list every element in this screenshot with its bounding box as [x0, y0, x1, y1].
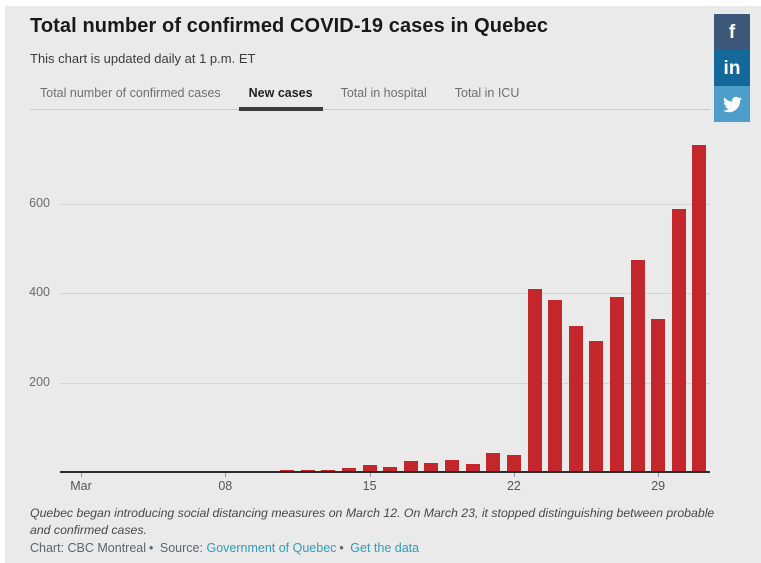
credit-line: Chart: CBC Montreal • Source: Government …	[30, 541, 419, 555]
bar-mar-17[interactable]	[403, 461, 418, 472]
bar-mar-31[interactable]	[692, 145, 707, 472]
x-axis-tick-29	[658, 473, 660, 477]
chart-footnote: Quebec began introducing social distanci…	[30, 506, 715, 538]
x-axis-tick-15	[369, 473, 371, 477]
bar-mar-28[interactable]	[630, 260, 645, 472]
bar-mar-27[interactable]	[609, 297, 624, 472]
bar-mar-30[interactable]	[671, 209, 686, 472]
source-link[interactable]: Government of Quebec	[206, 541, 337, 555]
linkedin-icon: in	[723, 57, 741, 79]
bar-mar-14[interactable]	[342, 468, 356, 472]
tab-total-in-icu[interactable]: Total in ICU	[454, 86, 520, 100]
x-axis-tick-22	[513, 473, 515, 477]
x-axis-label-29: 29	[651, 479, 666, 493]
bar-mar-21[interactable]	[486, 453, 501, 472]
x-axis-tick-mar	[81, 473, 82, 477]
x-axis-label-mar: Mar	[70, 479, 92, 493]
chart-credit: Chart: CBC Montreal	[30, 541, 147, 555]
credit-separator: •	[339, 541, 344, 555]
source-label: Source:	[159, 541, 203, 555]
bar-mar-29[interactable]	[651, 319, 666, 472]
bar-mar-15[interactable]	[362, 465, 377, 472]
y-axis-label-400: 400	[29, 285, 50, 299]
twitter-share-button[interactable]	[714, 86, 750, 122]
tab-total-in-hospital[interactable]: Total in hospital	[340, 86, 427, 100]
share-toolbar: f in	[714, 14, 750, 122]
tab-bar: Total number of confirmed cases New cases…	[30, 82, 710, 111]
y-axis-label-200: 200	[29, 375, 50, 389]
bar-mar-26[interactable]	[589, 341, 604, 472]
x-axis-line	[60, 471, 710, 473]
bar-mar-25[interactable]	[568, 326, 583, 472]
x-axis-label-22: 22	[506, 479, 521, 493]
gridline-400	[60, 293, 710, 294]
credit-separator: •	[149, 541, 154, 555]
chart-card: Total number of confirmed COVID-19 cases…	[5, 6, 761, 563]
twitter-bird-icon	[722, 96, 742, 112]
bar-mar-19[interactable]	[445, 460, 459, 472]
gridline-600	[60, 204, 710, 205]
bar-mar-22[interactable]	[506, 455, 521, 472]
linkedin-share-button[interactable]: in	[714, 50, 750, 86]
gridline-200	[60, 383, 710, 384]
x-axis-label-15: 15	[362, 479, 377, 493]
tab-total-number-of-confirmed-cases[interactable]: Total number of confirmed cases	[40, 86, 221, 100]
facebook-share-button[interactable]: f	[714, 14, 750, 50]
bar-mar-16[interactable]	[383, 467, 398, 472]
chart-subtitle: This chart is updated daily at 1 p.m. ET	[30, 51, 256, 66]
facebook-icon: f	[728, 21, 736, 43]
bar-mar-20[interactable]	[465, 464, 480, 472]
x-axis-label-08: 08	[218, 479, 233, 493]
x-axis-tick-08	[225, 473, 227, 477]
bar-mar-23[interactable]	[527, 289, 542, 472]
get-data-link[interactable]: Get the data	[350, 541, 420, 555]
y-axis-label-600: 600	[29, 196, 50, 210]
page-title: Total number of confirmed COVID-19 cases…	[30, 15, 549, 37]
bar-mar-18[interactable]	[424, 463, 439, 472]
bar-mar-24[interactable]	[548, 300, 563, 472]
tab-new-cases[interactable]: New cases	[238, 86, 323, 111]
